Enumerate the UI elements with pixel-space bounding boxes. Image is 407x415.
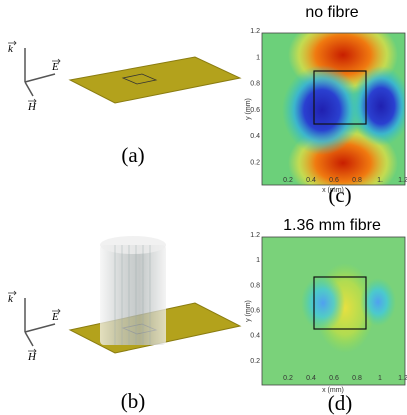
figure: (a) k E H (b) k E H no fibre (c) x (mm) … [0, 0, 407, 415]
x-tick-label: 1 [378, 375, 382, 382]
x-tick-label: 1.2 [398, 177, 407, 184]
y-tick-label: 0.4 [250, 333, 260, 340]
x-tick-label: 0.6 [329, 177, 339, 184]
x-tick-label: 0.8 [352, 375, 362, 382]
fibre [100, 245, 166, 345]
x-tick-label: 0.4 [306, 177, 316, 184]
y-tick-label: 0.2 [250, 358, 260, 365]
x-label: x (mm) [322, 387, 344, 394]
y-tick-label: 0.6 [250, 107, 260, 114]
fibre-top [100, 236, 166, 254]
x-tick-label: 0.4 [306, 375, 316, 382]
panel-a [25, 48, 240, 103]
panel-label: (b) [121, 389, 146, 413]
x-tick-label: 1.2 [398, 375, 407, 382]
y-tick-label: 1 [256, 54, 260, 61]
x-tick-label: 0.2 [283, 375, 293, 382]
x-tick-label: 0.6 [329, 375, 339, 382]
heatmap-d [262, 237, 405, 385]
y-tick-label: 1.2 [250, 232, 260, 239]
panel-title: no fibre [305, 4, 358, 21]
y-tick-label: 0.4 [250, 133, 260, 140]
triad [25, 48, 55, 96]
y-tick-label: 1.2 [250, 28, 260, 35]
axis-label: k [8, 293, 14, 305]
axis-label: k [8, 43, 14, 55]
y-tick-label: 1 [256, 257, 260, 264]
x-label: x (mm) [322, 187, 344, 194]
y-tick-label: 0.2 [250, 159, 260, 166]
y-tick-label: 0.6 [250, 308, 260, 315]
panel-label: (a) [121, 143, 144, 167]
panel-b [25, 236, 240, 353]
panel-title: 1.36 mm fibre [283, 217, 381, 234]
x-tick-label: 0.2 [283, 177, 293, 184]
y-tick-label: 0.8 [250, 282, 260, 289]
x-tick-label: 0.8 [352, 177, 362, 184]
y-tick-label: 0.8 [250, 81, 260, 88]
axis-label: H [27, 351, 37, 363]
triad [25, 298, 55, 346]
axis-label: H [27, 101, 37, 113]
panel-label: (d) [328, 391, 353, 415]
heatmap-c [262, 15, 407, 201]
x-tick-label: 1. [377, 177, 383, 184]
